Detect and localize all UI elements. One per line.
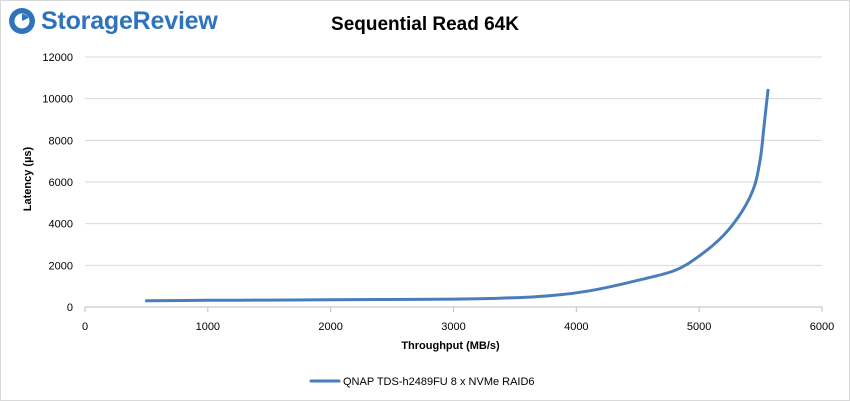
y-tick-label: 12000 [42,52,73,64]
x-tick-label: 5000 [687,321,711,333]
x-axis-label: Throughput (MB/s) [401,340,500,352]
legend-label: QNAP TDS-h2489FU 8 x NVMe RAID6 [343,376,535,388]
x-tick-label: 2000 [318,321,342,333]
x-tick-label: 6000 [810,321,834,333]
brand-name: StorageReview [41,6,218,35]
y-axis-label: Latency (µs) [22,146,34,211]
storagereview-logo: StorageReview [9,4,218,38]
storagereview-logo-icon [9,8,35,34]
y-tick-label: 10000 [42,94,73,106]
y-tick-label: 2000 [49,260,73,272]
x-tick-label: 4000 [564,321,588,333]
x-tick-label: 1000 [196,321,220,333]
y-tick-label: 4000 [49,219,73,231]
y-tick-label: 6000 [49,177,73,189]
chart-title: Sequential Read 64K [331,14,519,35]
y-tick-label: 0 [67,302,73,314]
y-tick-label: 8000 [49,135,73,147]
series-line [144,88,770,303]
x-tick-label: 3000 [441,321,465,333]
x-tick-label: 0 [82,321,88,333]
